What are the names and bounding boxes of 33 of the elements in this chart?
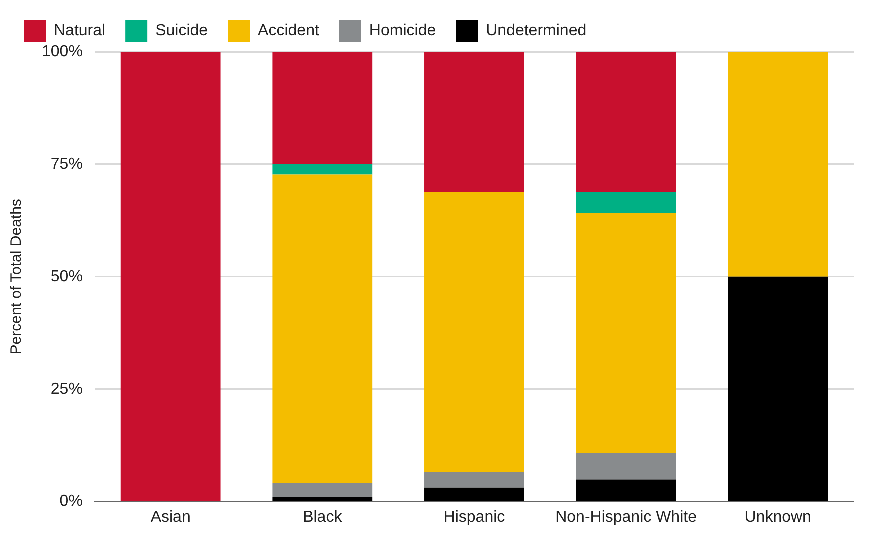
bar: [272, 483, 373, 498]
bar: [728, 276, 828, 502]
bar: [120, 52, 221, 502]
y-tick-label: 75%: [50, 156, 83, 173]
bar: [424, 52, 524, 192]
bar: [424, 192, 524, 472]
x-tick-label: Non-Hispanic White: [556, 508, 698, 526]
y-tick-label: 50%: [50, 268, 83, 286]
y-axis-title: Percent of Total Deaths: [8, 199, 26, 355]
x-tick-label: Unknown: [744, 508, 812, 526]
legend-label: Undetermined: [486, 22, 587, 40]
x-tick-label: Asian: [150, 508, 191, 526]
bar: [272, 52, 373, 164]
bar: [576, 480, 676, 502]
bar: [272, 497, 373, 502]
bar: [576, 213, 676, 454]
bar: [272, 174, 373, 484]
y-tick-label: 100%: [42, 43, 83, 60]
bar: [576, 52, 676, 192]
legend-label: Suicide: [156, 22, 208, 40]
bar: [576, 192, 676, 214]
x-tick-label: Hispanic: [444, 508, 506, 526]
bar: [728, 52, 828, 277]
bar: [424, 472, 524, 488]
bar: [272, 164, 373, 175]
legend-label: Homicide: [369, 22, 436, 40]
bar: [576, 453, 676, 480]
y-tick-label: 25%: [50, 380, 83, 398]
legend-label: Natural: [54, 22, 106, 40]
y-tick-label: 0%: [60, 493, 83, 510]
legend-label: Accident: [258, 22, 320, 40]
x-tick-label: Black: [303, 508, 344, 526]
bar: [424, 488, 524, 502]
